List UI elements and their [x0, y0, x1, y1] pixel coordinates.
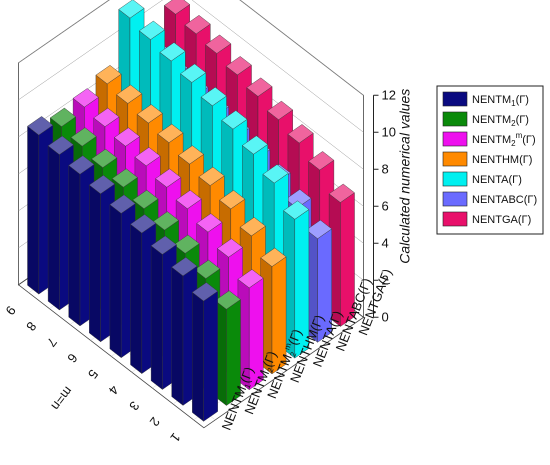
chart-bars — [27, 0, 355, 422]
z-axis-title: Calculated numerical values — [397, 89, 413, 264]
z-tick-label: 12 — [382, 87, 396, 102]
legend-label: NENTGA(Γ) — [472, 214, 531, 226]
legend-swatch — [442, 131, 468, 147]
z-tick-label: 0 — [382, 309, 389, 324]
bar-nenta-m1 — [283, 200, 310, 359]
legend-label: NENTM2m(Γ) — [472, 131, 536, 148]
legend-swatch — [442, 191, 468, 207]
x-tick-label: 2 — [147, 414, 163, 429]
legend-swatch — [442, 211, 468, 227]
x-tick-label: 1 — [167, 430, 183, 445]
legend-label: NENTABC(Γ) — [472, 194, 537, 206]
grid-line — [18, 0, 364, 133]
bar-nentm1-m1 — [191, 282, 219, 422]
x-tick-label: 9 — [3, 303, 19, 318]
z-tick-label: 6 — [382, 198, 389, 213]
legend-swatch — [442, 171, 468, 187]
bar-nentabc-m1 — [305, 219, 333, 343]
bar-nentga-m1 — [328, 183, 355, 327]
x-tick-label: 4 — [106, 383, 122, 398]
x-tick-label: 3 — [126, 398, 142, 413]
legend: NENTM1(Γ) NENTM2(Γ) NENTM2m(Γ) NENTHM(Γ) NEN… — [436, 85, 544, 235]
x-tick-label: 8 — [23, 319, 39, 334]
legend-label: NENTM1(Γ) — [472, 94, 529, 108]
x-tick-label: 6 — [64, 351, 80, 366]
x-tick-label: 7 — [44, 335, 60, 350]
legend-label: NENTHM(Γ) — [472, 154, 532, 166]
x-axis-title: m=n — [48, 384, 76, 413]
z-tick-label: 8 — [382, 161, 389, 176]
x-tick-label: 5 — [85, 367, 101, 382]
bar-nentm2-m1 — [214, 290, 241, 406]
bar-nenthm-m1 — [260, 247, 287, 375]
z-tick-label: 4 — [382, 235, 389, 250]
z-tick-label: 10 — [382, 124, 396, 139]
z-tick-label: 2 — [382, 272, 389, 287]
bar-nentm2m-m1 — [237, 269, 264, 391]
legend-swatch — [442, 91, 468, 107]
legend-label: NENTA(Γ) — [472, 174, 522, 186]
legend-swatch — [442, 111, 468, 127]
legend-swatch — [442, 151, 468, 167]
legend-label: NENTM2(Γ) — [472, 114, 529, 128]
grid-line — [18, 0, 364, 96]
